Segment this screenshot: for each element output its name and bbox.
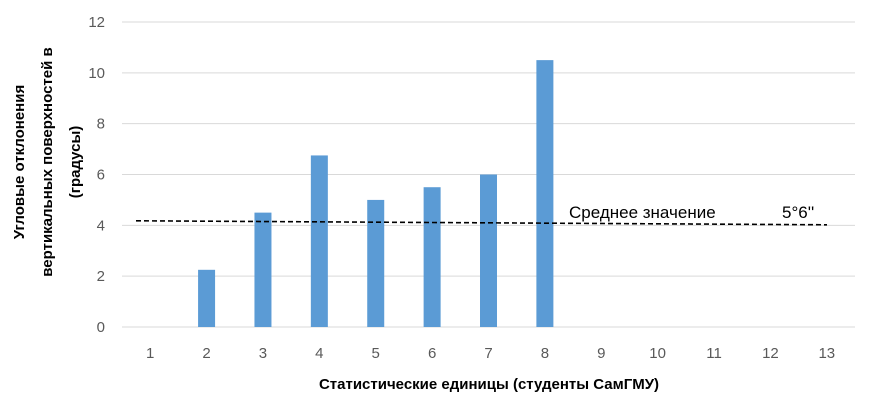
bar-7 xyxy=(480,174,497,327)
y-axis-title-line-2: вертикальных поверхностей в xyxy=(39,47,56,276)
x-tick-label: 9 xyxy=(597,345,605,362)
bar-3 xyxy=(254,212,272,327)
x-tick-label: 2 xyxy=(202,345,210,362)
y-tick-label: 12 xyxy=(88,14,105,31)
bar-2 xyxy=(198,269,216,327)
x-tick-label: 8 xyxy=(541,345,549,362)
y-tick-label: 2 xyxy=(97,268,105,285)
x-tick-label: 3 xyxy=(259,345,267,362)
bars xyxy=(198,60,554,327)
x-axis-title: Статистические единицы (студенты СамГМУ) xyxy=(319,376,659,393)
x-tick-labels: 1 2 3 4 5 6 7 8 9 10 11 12 13 xyxy=(146,345,835,362)
mean-label: Среднее значение xyxy=(569,203,716,222)
y-tick-label: 10 xyxy=(88,65,105,82)
y-axis-title-line-1: Угловые отклонения xyxy=(11,85,28,239)
y-tick-labels: 0 2 4 6 8 10 12 xyxy=(88,14,105,336)
x-tick-label: 5 xyxy=(372,345,380,362)
y-axis-title-line-3: (градусы) xyxy=(67,126,84,199)
bar-4 xyxy=(310,155,328,327)
x-tick-label: 13 xyxy=(818,345,835,362)
x-tick-label: 10 xyxy=(649,345,666,362)
x-tick-label: 1 xyxy=(146,345,154,362)
x-tick-label: 4 xyxy=(315,345,323,362)
bar-5 xyxy=(367,199,385,327)
x-tick-label: 11 xyxy=(706,345,722,362)
x-tick-label: 6 xyxy=(428,345,436,362)
bar-6 xyxy=(423,187,441,327)
y-axis-title: Угловые отклонения вертикальных поверхно… xyxy=(11,47,84,276)
y-tick-label: 8 xyxy=(97,116,105,133)
mean-value: 5°6'' xyxy=(782,203,814,222)
mean-line xyxy=(135,219,828,226)
bar-8 xyxy=(536,60,554,327)
y-tick-label: 4 xyxy=(97,217,105,234)
y-tick-label: 0 xyxy=(97,319,105,336)
x-tick-label: 12 xyxy=(762,345,779,362)
y-tick-label: 6 xyxy=(97,167,105,184)
x-tick-label: 7 xyxy=(484,345,492,362)
